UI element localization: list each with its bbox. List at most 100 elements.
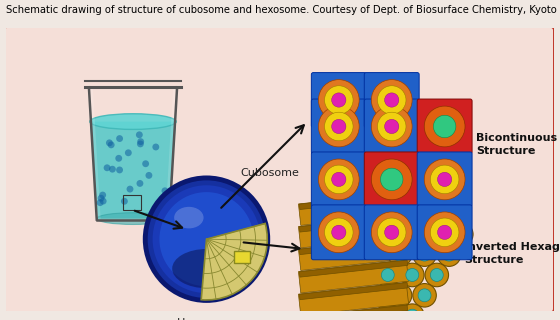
Wedge shape	[201, 223, 267, 300]
Circle shape	[148, 180, 265, 298]
Ellipse shape	[97, 213, 169, 224]
Text: Hexosome: Hexosome	[178, 317, 236, 320]
Circle shape	[136, 132, 143, 138]
Circle shape	[450, 222, 473, 246]
Circle shape	[325, 165, 353, 194]
Circle shape	[430, 268, 444, 281]
Circle shape	[376, 263, 399, 287]
Circle shape	[97, 199, 104, 206]
Circle shape	[437, 225, 452, 239]
Circle shape	[108, 141, 115, 148]
Circle shape	[418, 248, 431, 261]
FancyBboxPatch shape	[364, 99, 419, 154]
Circle shape	[394, 289, 407, 302]
Circle shape	[371, 212, 412, 253]
Circle shape	[116, 166, 123, 173]
Polygon shape	[298, 305, 409, 320]
Circle shape	[385, 93, 399, 107]
Circle shape	[377, 112, 406, 141]
Circle shape	[424, 106, 465, 147]
FancyBboxPatch shape	[417, 205, 472, 260]
Polygon shape	[299, 260, 408, 277]
Text: Schematic drawing of structure of cubosome and hexosome. Courtesy of Dept. of Bi: Schematic drawing of structure of cuboso…	[6, 5, 560, 15]
FancyBboxPatch shape	[311, 205, 366, 260]
Circle shape	[437, 243, 461, 266]
Circle shape	[106, 140, 113, 146]
Polygon shape	[165, 87, 177, 220]
FancyBboxPatch shape	[311, 73, 366, 127]
Circle shape	[381, 309, 394, 320]
Circle shape	[430, 228, 444, 241]
Polygon shape	[299, 192, 408, 210]
Circle shape	[431, 218, 459, 247]
Circle shape	[437, 172, 452, 187]
Circle shape	[442, 248, 455, 261]
Circle shape	[137, 140, 144, 147]
Text: Cubosome: Cubosome	[241, 168, 300, 178]
Polygon shape	[298, 260, 409, 293]
Circle shape	[371, 80, 412, 120]
Circle shape	[377, 218, 406, 247]
Text: Bicontinuous Cubic
Structure: Bicontinuous Cubic Structure	[476, 132, 560, 156]
Circle shape	[400, 222, 424, 246]
FancyBboxPatch shape	[417, 152, 472, 207]
Circle shape	[332, 172, 346, 187]
Circle shape	[99, 192, 106, 198]
Polygon shape	[298, 237, 409, 270]
Polygon shape	[299, 237, 408, 255]
Circle shape	[400, 263, 424, 287]
Circle shape	[332, 119, 346, 134]
Circle shape	[319, 106, 359, 147]
Circle shape	[385, 119, 399, 134]
Circle shape	[319, 159, 359, 200]
Circle shape	[332, 225, 346, 239]
Polygon shape	[299, 215, 408, 232]
FancyBboxPatch shape	[364, 205, 419, 260]
Circle shape	[400, 304, 424, 320]
FancyBboxPatch shape	[311, 152, 366, 207]
Polygon shape	[299, 283, 408, 300]
Text: Inverted Hexagonal
Structure: Inverted Hexagonal Structure	[464, 242, 560, 266]
Circle shape	[319, 212, 359, 253]
Circle shape	[146, 172, 152, 179]
FancyBboxPatch shape	[417, 99, 472, 154]
Polygon shape	[299, 305, 408, 320]
Circle shape	[424, 212, 465, 253]
Circle shape	[388, 243, 412, 266]
Circle shape	[406, 228, 419, 241]
FancyBboxPatch shape	[311, 99, 366, 154]
Circle shape	[160, 192, 254, 286]
Circle shape	[406, 268, 419, 281]
Circle shape	[376, 304, 399, 320]
Circle shape	[152, 144, 159, 150]
Circle shape	[388, 284, 412, 307]
Circle shape	[143, 175, 270, 303]
Polygon shape	[89, 87, 101, 220]
Circle shape	[394, 248, 407, 261]
Circle shape	[325, 218, 353, 247]
Circle shape	[325, 112, 353, 141]
Circle shape	[381, 268, 394, 281]
Ellipse shape	[90, 114, 176, 129]
Circle shape	[371, 159, 412, 200]
Circle shape	[152, 185, 260, 293]
Circle shape	[100, 198, 106, 204]
Circle shape	[381, 228, 394, 241]
Circle shape	[125, 149, 132, 156]
Circle shape	[424, 159, 465, 200]
Circle shape	[406, 309, 419, 320]
Polygon shape	[298, 192, 409, 225]
Circle shape	[97, 195, 105, 202]
Circle shape	[377, 86, 406, 114]
Circle shape	[413, 243, 436, 266]
Circle shape	[104, 164, 110, 171]
Circle shape	[115, 155, 122, 162]
Bar	[234, 251, 250, 263]
Circle shape	[418, 289, 431, 302]
Circle shape	[137, 138, 144, 145]
Circle shape	[413, 284, 436, 307]
Bar	[123, 195, 141, 210]
Polygon shape	[298, 215, 409, 248]
FancyBboxPatch shape	[364, 152, 419, 207]
Circle shape	[142, 160, 149, 167]
